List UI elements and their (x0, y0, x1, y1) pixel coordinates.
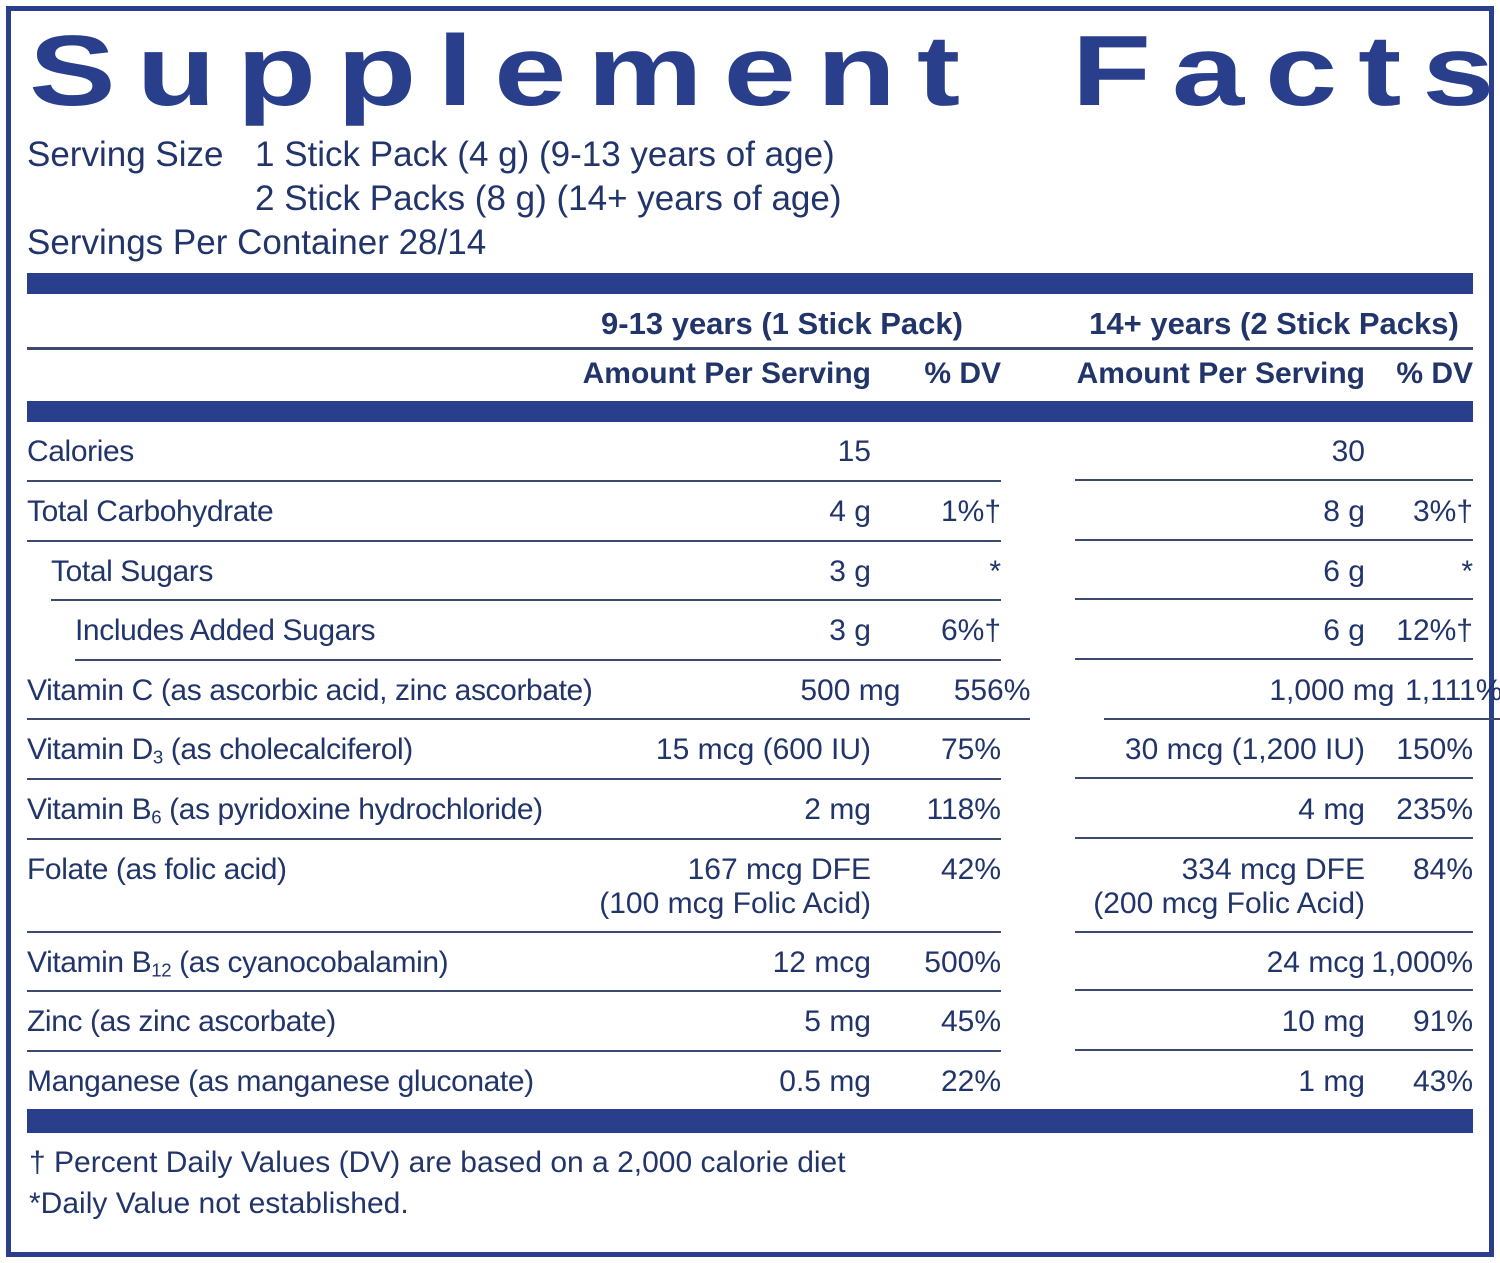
table-row-vitamin-d3: Vitamin D3 (as cholecalciferol) 15 mcg (… (27, 720, 1473, 781)
amount-14plus: 1 mg (1298, 1064, 1365, 1098)
nutrient-name: Vitamin B6 (as pyridoxine hydrochloride) (27, 793, 543, 828)
dv-14plus: 1,111% (1405, 673, 1500, 707)
dv-9-13: * (989, 554, 1001, 588)
footnotes: † Percent Daily Values (DV) are based on… (29, 1143, 1473, 1225)
nutrient-name: Zinc (as zinc ascorbate) (27, 1005, 336, 1039)
dv-14plus: * (1461, 554, 1473, 588)
nutrient-name: Total Carbohydrate (27, 494, 274, 528)
amount-14plus: 334 mcg DFE (200 mcg Folic Acid) (1093, 852, 1365, 920)
amount-14plus: 8 g (1323, 494, 1365, 528)
amount-9-13: 0.5 mg (779, 1064, 871, 1098)
table-row-vitamin-b12: Vitamin B12 (as cyanocobalamin) 12 mcg 5… (27, 933, 1473, 993)
divider-bar-thick (27, 401, 1473, 423)
table-row-vitamin-c: Vitamin C (as ascorbic acid, zinc ascorb… (27, 661, 1500, 721)
amount-14plus: 10 mg (1281, 1005, 1365, 1039)
dv-9-13: 6%† (940, 614, 1001, 648)
table-row-vitamin-b6: Vitamin B6 (as pyridoxine hydrochloride)… (27, 780, 1473, 840)
dv-14plus: 1,000% (1371, 945, 1473, 979)
dv-14plus: 91% (1412, 1005, 1473, 1039)
serving-size-line-2: 2 Stick Packs (8 g) (14+ years of age) (255, 179, 842, 219)
nutrient-name: Calories (27, 435, 134, 469)
amount-9-13: 12 mcg (772, 945, 871, 979)
group-header-9-13: 9-13 years (1 Stick Pack) (601, 306, 963, 342)
column-group-headers: 9-13 years (1 Stick Pack) 14+ years (2 S… (27, 300, 1473, 347)
footnote-not-established: *Daily Value not established. (29, 1187, 409, 1221)
dv-header-14plus: % DV (1396, 357, 1473, 391)
dv-9-13: 75% (940, 733, 1001, 767)
footnote-daily-value: † Percent Daily Values (DV) are based on… (29, 1146, 846, 1180)
dv-14plus: 150% (1396, 733, 1473, 767)
servings-per-container: Servings Per Container 28/14 (27, 223, 487, 263)
divider-bar-thick (27, 1109, 1473, 1134)
dv-14plus: 12%† (1396, 614, 1473, 648)
group-header-14plus: 14+ years (2 Stick Packs) (1089, 306, 1459, 342)
amount-9-13: 15 (837, 435, 871, 469)
amount-14plus: 6 g (1323, 554, 1365, 588)
amount-9-13: 167 mcg DFE (100 mcg Folic Acid) (599, 852, 871, 920)
table-row-added-sugars: Includes Added Sugars 3 g 6%† 6 g 12%† (27, 601, 1473, 661)
dv-9-13: 1%† (940, 494, 1001, 528)
nutrient-name: Vitamin D3 (as cholecalciferol) (27, 733, 413, 769)
dv-14plus: 235% (1396, 793, 1473, 827)
table-row-total-carbohydrate: Total Carbohydrate 4 g 1%† 8 g 3%† (27, 482, 1473, 542)
amount-9-13: 3 g (829, 614, 871, 648)
nutrient-name: Folate (as folic acid) (27, 852, 287, 886)
label-title: Supplement Facts (29, 15, 1500, 127)
divider-bar-thick (27, 273, 1473, 295)
nutrient-name: Includes Added Sugars (75, 614, 376, 648)
nutrient-name: Vitamin B12 (as cyanocobalamin) (27, 945, 449, 981)
dv-14plus: 84% (1412, 852, 1473, 886)
amount-14plus: 30 (1331, 435, 1365, 469)
dv-9-13: 42% (940, 852, 1001, 886)
amount-9-13: 15 mcg (600 IU) (655, 733, 871, 767)
amount-header-9-13: Amount Per Serving (582, 357, 871, 391)
nutrient-name: Manganese (as manganese gluconate) (27, 1064, 534, 1098)
divider-line-thin (27, 347, 1473, 351)
amount-14plus: 1,000 mg (1269, 673, 1395, 707)
dv-9-13: 45% (940, 1005, 1001, 1039)
table-row-folate: Folate (as folic acid) 167 mcg DFE (100 … (27, 840, 1473, 933)
table-row-total-sugars: Total Sugars 3 g * 6 g * (27, 542, 1473, 602)
dv-14plus: 3%† (1412, 494, 1473, 528)
amount-9-13: 4 g (829, 494, 871, 528)
serving-info: Serving Size 1 Stick Pack (4 g) (9-13 ye… (27, 133, 1473, 265)
nutrient-name: Vitamin C (as ascorbic acid, zinc ascorb… (27, 673, 593, 707)
dv-14plus: 43% (1412, 1064, 1473, 1098)
serving-size-line-1: 1 Stick Pack (4 g) (9-13 years of age) (255, 135, 835, 174)
amount-header-14plus: Amount Per Serving (1076, 357, 1365, 391)
dv-9-13: 22% (940, 1064, 1001, 1098)
dv-9-13: 118% (926, 793, 1001, 827)
amount-9-13: 2 mg (804, 793, 871, 827)
amount-14plus: 4 mg (1298, 793, 1365, 827)
amount-14plus: 6 g (1323, 614, 1365, 648)
nutrient-name: Total Sugars (51, 554, 213, 588)
serving-size-label: Serving Size (27, 135, 224, 174)
dv-header-9-13: % DV (924, 357, 1001, 391)
amount-9-13: 5 mg (804, 1005, 871, 1039)
amount-14plus: 30 mcg (1,200 IU) (1124, 733, 1365, 767)
table-row-zinc: Zinc (as zinc ascorbate) 5 mg 45% 10 mg … (27, 992, 1473, 1052)
table-row-manganese: Manganese (as manganese gluconate) 0.5 m… (27, 1052, 1473, 1110)
dv-9-13: 500% (924, 945, 1001, 979)
column-subheaders: Amount Per Serving % DV Amount Per Servi… (27, 350, 1473, 399)
supplement-facts-label: Supplement Facts Serving Size 1 Stick Pa… (6, 6, 1500, 1257)
amount-9-13: 3 g (829, 554, 871, 588)
table-row-calories: Calories 15 30 (27, 422, 1473, 482)
dv-9-13: 556% (953, 673, 1031, 707)
amount-14plus: 24 mcg (1266, 945, 1365, 979)
amount-9-13: 500 mg (800, 673, 901, 707)
